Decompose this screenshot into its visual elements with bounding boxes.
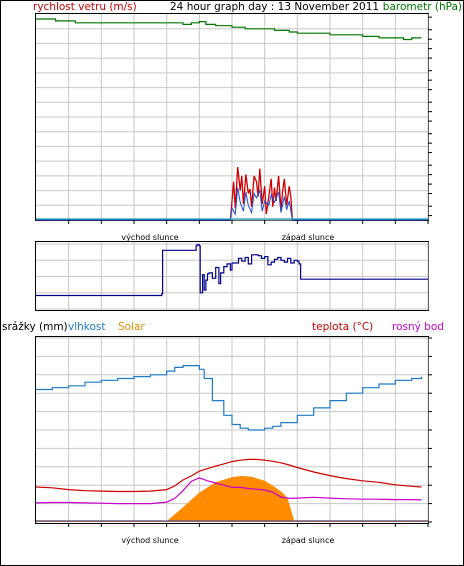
legend-temperature: teplota (°C) — [312, 321, 373, 333]
wind-pressure-panel: rychlost vetru (m/s) 24 hour graph day :… — [33, 1, 462, 242]
wind-speed-axis-label: rychlost vetru (m/s) — [33, 1, 137, 13]
wind-direction-panel — [35, 241, 429, 311]
wind-gust-line — [36, 187, 428, 221]
panel1-x-ticks — [68, 220, 429, 224]
legend-dew-point: rosný bod — [392, 321, 444, 333]
temperature-humidity-panel: srážky (mm) vlhkost Solar teplota (°C) r… — [2, 321, 444, 545]
temperature-ticks — [428, 337, 432, 523]
pressure-axis-label: barometr (hPa) — [383, 1, 462, 13]
wind-pressure-grid — [36, 14, 429, 221]
sunset-label-1: západ slunce — [282, 233, 335, 242]
pressure-ticks — [428, 16, 432, 217]
legend-solar: Solar — [118, 321, 145, 333]
sunrise-label-3: východ slunce — [121, 536, 178, 545]
wind-direction-series — [36, 244, 428, 297]
wind-pressure-series — [36, 18, 428, 221]
legend-humidity: vlhkost — [68, 321, 106, 333]
wind-direction-grid — [36, 242, 429, 310]
sunrise-label-1: východ slunce — [121, 233, 178, 242]
pressure-line — [36, 18, 422, 41]
wind-speed-line — [36, 166, 428, 221]
panel3-x-ticks — [68, 523, 429, 527]
wind-direction-line — [36, 244, 428, 297]
dew-point-line — [35, 477, 422, 505]
temperature-line — [35, 458, 422, 493]
temperature-humidity-series — [35, 365, 428, 522]
humidity-line — [36, 365, 423, 431]
legend-rain: srážky (mm) — [2, 321, 68, 333]
solar-area — [36, 476, 428, 522]
sunset-label-3: západ slunce — [282, 536, 335, 545]
chart-title: 24 hour graph day : 13 November 2011 — [170, 1, 379, 13]
